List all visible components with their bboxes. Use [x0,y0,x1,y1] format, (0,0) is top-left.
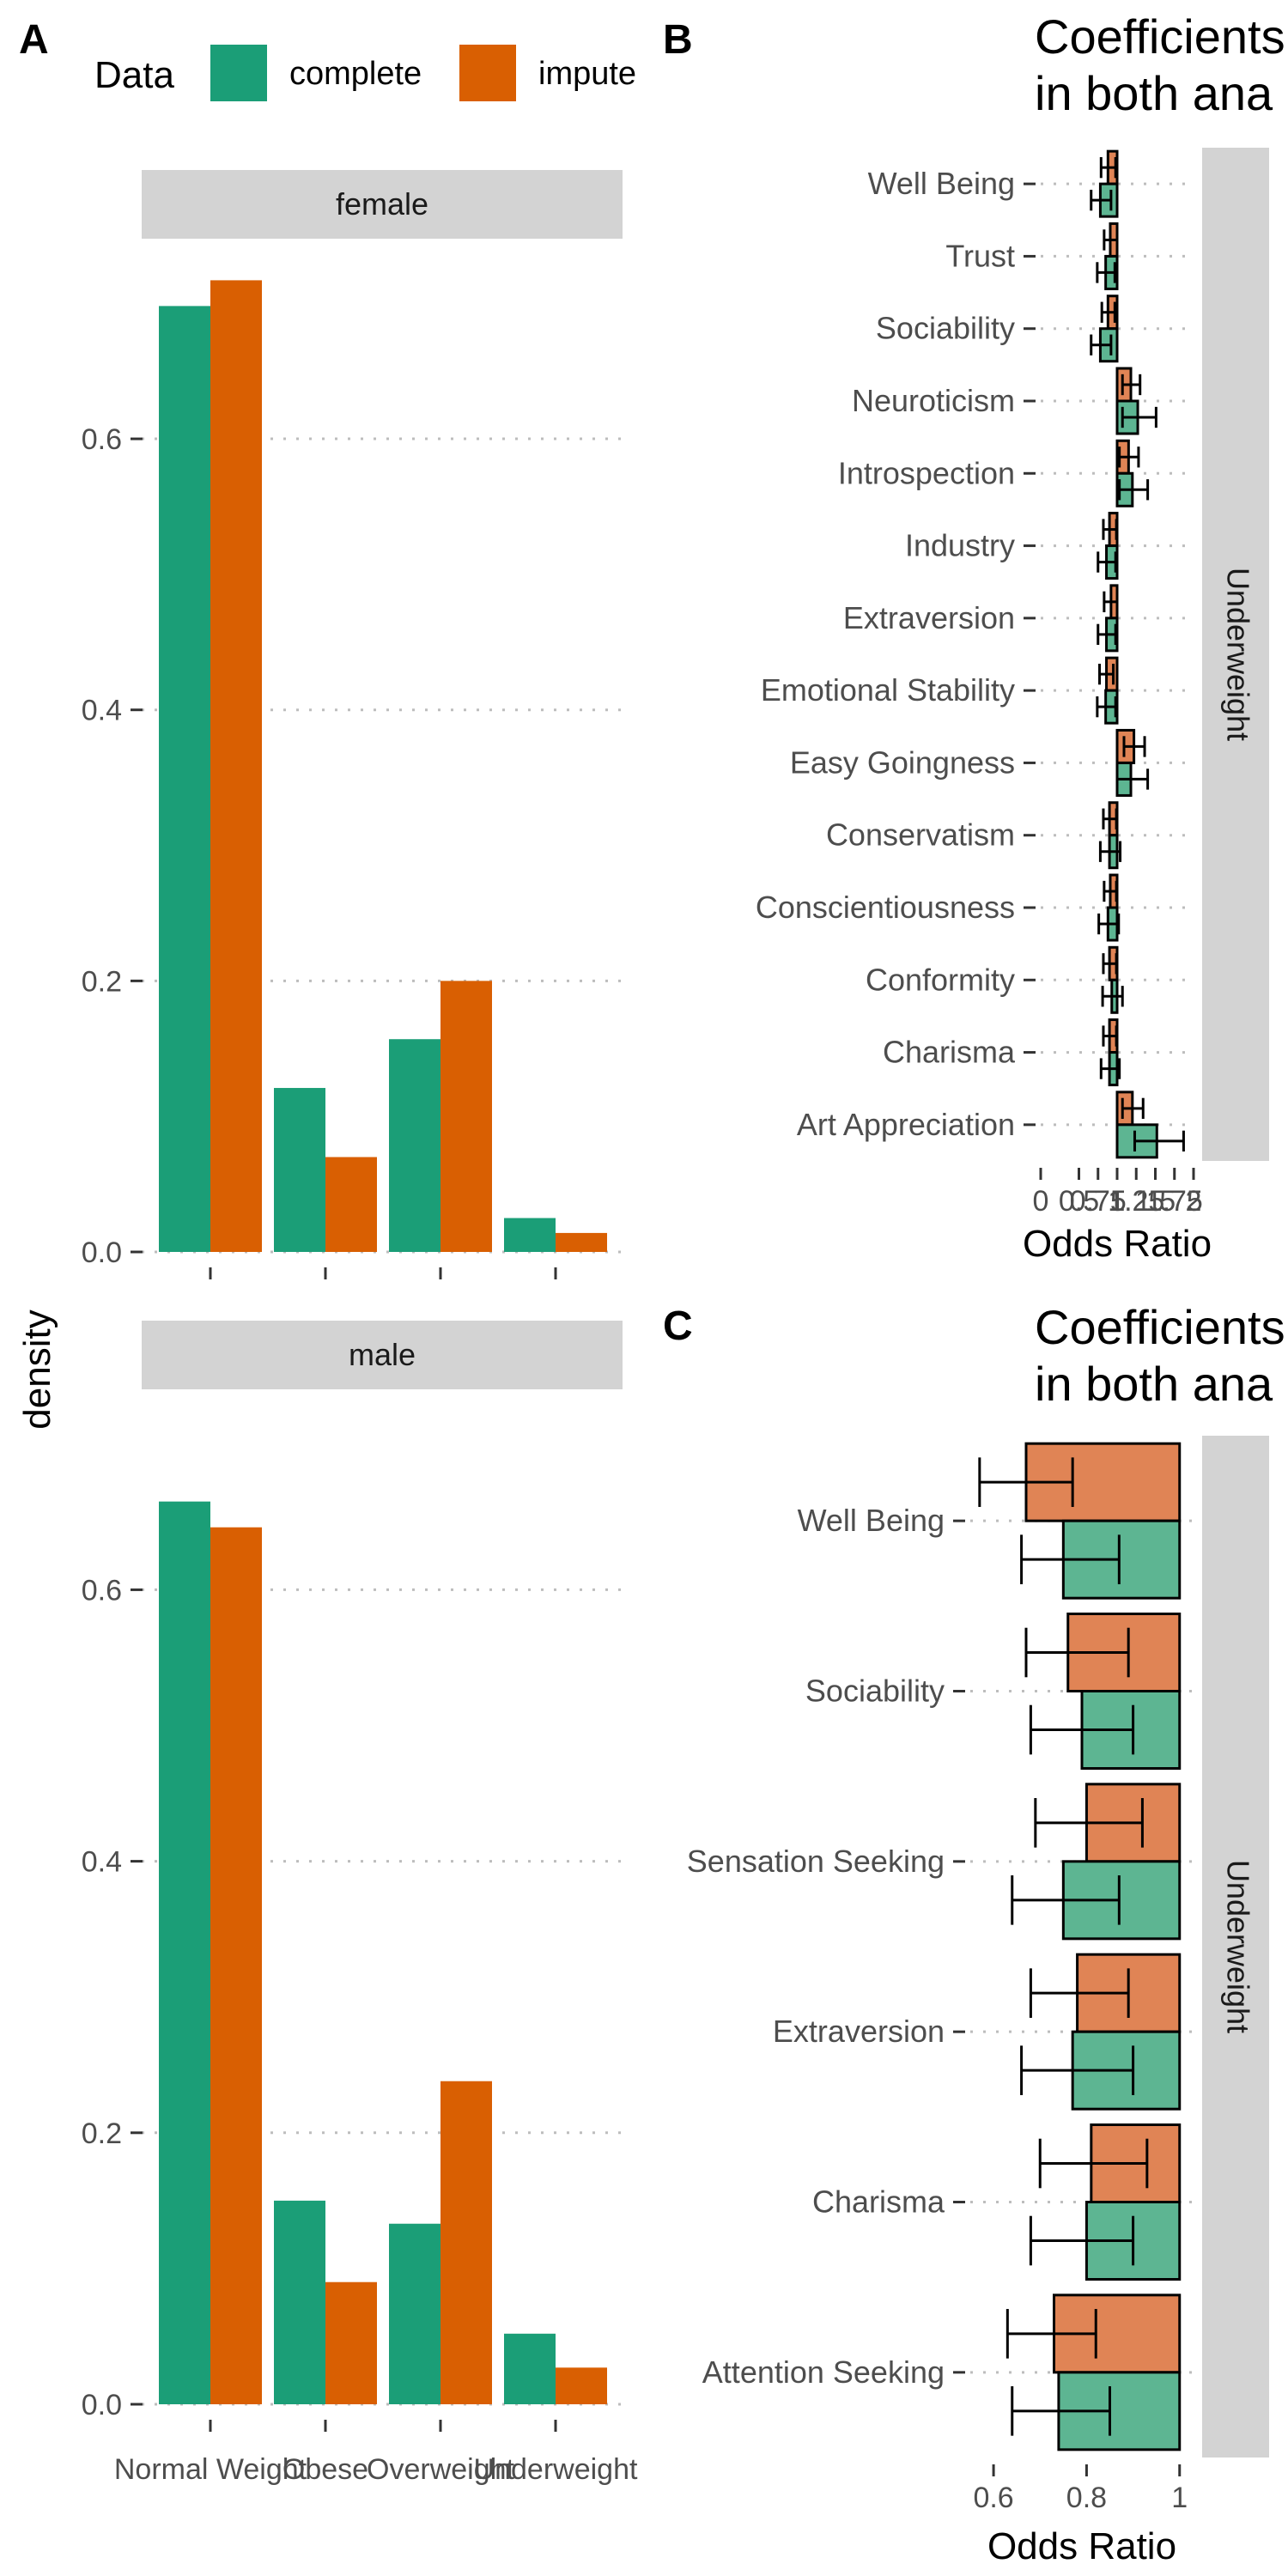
bar-male-impute-0 [210,1527,262,2404]
y-tick-label: Art Appreciation [797,1107,1015,1142]
x-axis-title: Odds Ratio [1023,1223,1212,1265]
x-tick-label: Overweight [367,2453,515,2486]
panel-label-c: C [663,1303,693,1349]
panel-a: Data complete impute density female 0.0 0.2 0.4… [16,45,638,2486]
y-tick-label: Conformity [866,962,1015,997]
bar-male-complete-2 [389,2223,440,2404]
bar-male-complete-1 [274,2200,325,2404]
y-tick-label: Extraversion [773,2014,945,2049]
bar-female-complete-1 [274,1088,325,1252]
chart-title-line-2: in both ana [1035,66,1273,120]
y-tick-label: 0.2 [82,2117,122,2150]
legend-key-impute [459,45,516,101]
bar-female-complete-2 [389,1039,440,1252]
x-tick-label: 0.8 [1066,2482,1107,2514]
y-tick-label: Extraversion [843,600,1015,635]
chart-title-line-2: in both ana [1035,1357,1273,1411]
facet-strip [1202,1436,1269,2458]
y-tick-label: Charisma [812,2184,945,2220]
y-tick-label: Well Being [868,166,1015,201]
facet-label: Underweight [1220,1860,1255,2033]
y-tick-label: 0.0 [82,1236,122,1269]
y-tick-label: Easy Goingness [790,744,1015,780]
bar-female-impute-2 [440,981,492,1252]
y-tick-label: Neuroticism [852,383,1015,418]
bar-male-impute-1 [325,2281,377,2404]
legend-key-complete [210,45,267,101]
facet-strip-female [142,170,623,239]
bar-female-impute-0 [210,280,262,1252]
x-tick-label: 0 [1033,1185,1049,1218]
bar-male-impute-3 [556,2367,607,2404]
facet-female: female 0.0 0.2 0.4 0.6 [82,170,623,1279]
facet-male: male 0.0 0.2 0.4 0.6 Normal WeightObeseOverwe… [82,1321,638,2486]
y-tick-label: Sociability [805,1674,945,1709]
bar-male-complete-3 [504,2333,556,2404]
chart-title-line-1: Coefficients [1035,9,1285,64]
x-tick-label: Normal Weight [114,2453,307,2486]
bar-female-complete-3 [504,1218,556,1252]
y-tick-label: 0.4 [82,695,122,727]
x-tick-label: 0.6 [973,2482,1013,2514]
bar-female-complete-0 [159,306,210,1253]
x-tick-label: 1 [1171,2482,1188,2514]
x-tick-label: 1.75 [1146,1185,1203,1218]
y-tick-label: 0.0 [82,2389,122,2421]
y-axis-title: density [16,1309,58,1429]
y-tick-label: Charisma [883,1035,1016,1070]
x-tick-label: 1.5 [1135,1185,1176,1218]
facet-label-male: male [349,1337,416,1372]
y-tick-label: 0.4 [82,1846,122,1879]
x-tick-label: 1 [1109,1185,1126,1218]
y-tick-label: Sensation Seeking [687,1844,945,1879]
y-tick-label: Attention Seeking [702,2354,945,2390]
legend-label-impute: impute [538,56,636,92]
bar-female-impute-3 [556,1232,607,1252]
bar-female-impute-1 [325,1157,377,1252]
y-tick-label: Industry [905,528,1015,563]
panel-label-a: A [19,17,49,63]
y-tick-label: Emotional Stability [761,672,1015,708]
y-tick-label: Sociability [876,311,1015,346]
chart-title-line-1: Coefficients [1035,1300,1285,1354]
y-tick-label: 0.6 [82,423,122,456]
x-tick-label: Underweight [474,2453,638,2486]
facet-label: Underweight [1220,568,1255,741]
y-tick-label: Conservatism [826,817,1015,853]
bar-male-complete-0 [159,1501,210,2404]
legend-label-complete: complete [289,56,422,92]
y-tick-label: Conscientiousness [756,890,1015,925]
x-tick-label: 1.25 [1108,1185,1164,1218]
y-tick-label: 0.2 [82,965,122,998]
y-tick-label: Trust [945,238,1015,273]
x-axis-title: Odds Ratio [987,2525,1176,2567]
y-tick-label: Introspection [838,455,1015,490]
x-tick-label: 0.75 [1070,1185,1127,1218]
facet-strip-male [142,1321,623,1389]
bar-male-impute-2 [440,2081,492,2404]
facet-label-female: female [336,186,428,222]
panel-label-b: B [663,17,693,63]
x-tick-label: Obese [283,2453,368,2486]
legend-title: Data [94,54,174,96]
x-tick-label: 2 [1186,1185,1202,1218]
facet-strip [1202,148,1269,1161]
x-tick-label: 0.5 [1059,1185,1099,1218]
y-tick-label: 0.6 [82,1574,122,1607]
y-tick-label: Well Being [798,1503,945,1538]
